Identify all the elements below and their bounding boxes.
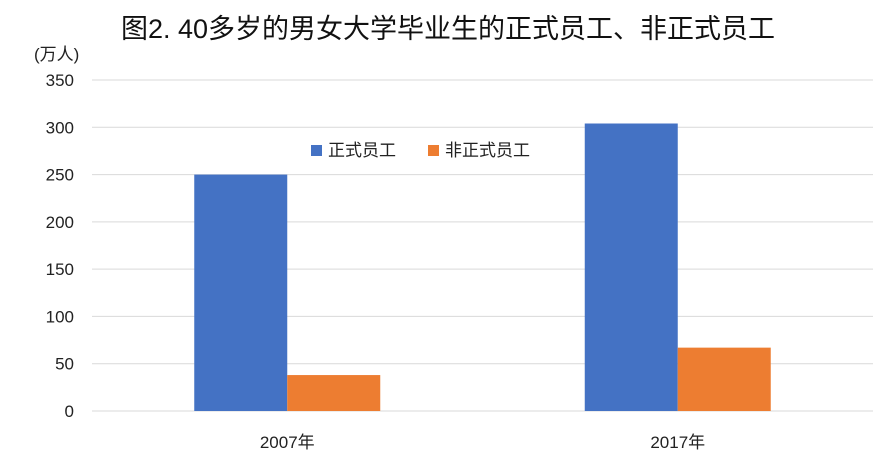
y-axis-unit-label: (万人) xyxy=(34,45,79,64)
legend-swatch xyxy=(428,145,439,156)
x-category-label: 2017年 xyxy=(650,433,705,452)
y-tick-label: 200 xyxy=(46,213,74,232)
bar-regular-0 xyxy=(194,174,288,411)
y-tick-label: 50 xyxy=(55,355,74,374)
chart-title: 图2. 40多岁的男女大学毕业生的正式员工、非正式员工 xyxy=(121,14,775,44)
bar-regular-1 xyxy=(584,123,678,411)
y-tick-label: 0 xyxy=(65,402,74,421)
legend: 正式员工 非正式员工 xyxy=(311,141,530,160)
y-tick-label: 100 xyxy=(46,307,74,326)
bar-nonregular-0 xyxy=(287,375,381,411)
y-axis-ticks: 0 50 100 150 200 250 300 350 xyxy=(46,71,74,421)
y-tick-label: 350 xyxy=(46,71,74,90)
x-category-label: 2007年 xyxy=(260,433,315,452)
legend-label: 非正式员工 xyxy=(445,141,530,160)
bar-nonregular-1 xyxy=(677,347,771,411)
bars xyxy=(194,123,771,411)
legend-swatch xyxy=(311,145,322,156)
y-tick-label: 150 xyxy=(46,260,74,279)
legend-label: 正式员工 xyxy=(328,141,396,160)
x-axis-categories: 2007年 2017年 xyxy=(260,433,705,452)
y-tick-label: 300 xyxy=(46,118,74,137)
y-tick-label: 250 xyxy=(46,166,74,185)
